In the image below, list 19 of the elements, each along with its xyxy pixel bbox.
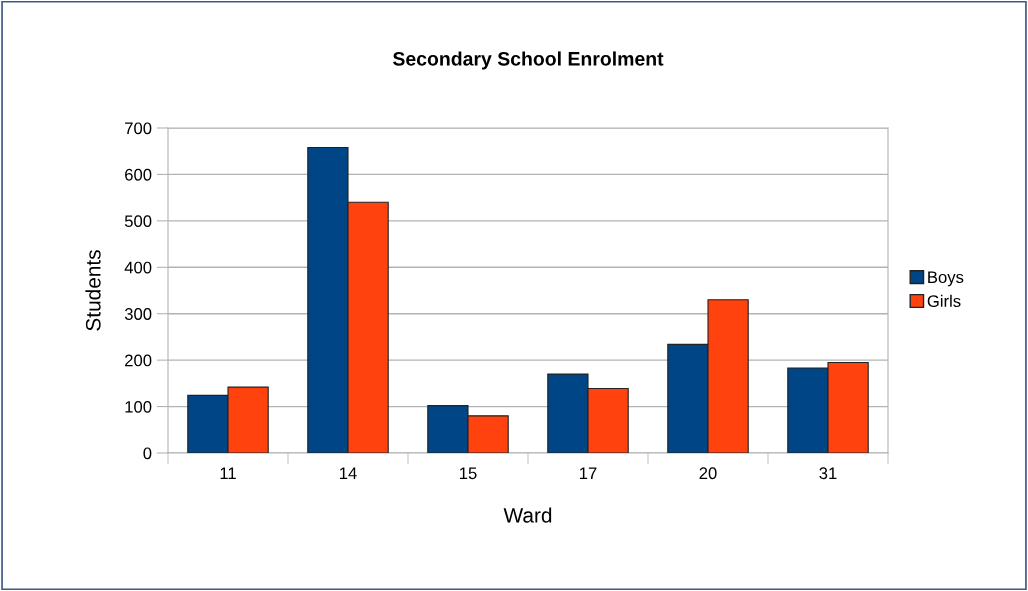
- y-tick-label: 100: [125, 400, 152, 413]
- y-axis-title: Students: [85, 250, 101, 331]
- x-axis-title: Ward: [503, 507, 552, 523]
- legend-label: Girls: [927, 294, 961, 307]
- chart-title: Secondary School Enrolment: [392, 51, 664, 70]
- x-tick-label: 14: [340, 467, 357, 479]
- legend-label: Boys: [928, 271, 964, 287]
- y-tick-label: 400: [124, 261, 152, 274]
- y-tick-label: 600: [125, 168, 152, 181]
- x-tick-label: 31: [819, 467, 837, 480]
- y-tick-label: 200: [125, 354, 152, 367]
- y-tick-label: 500: [124, 215, 152, 228]
- y-tick-label: 300: [124, 308, 152, 320]
- x-tick-label: 11: [220, 467, 236, 479]
- x-tick-label: 20: [699, 467, 717, 480]
- x-tick-label: 15: [460, 467, 477, 480]
- y-tick-label: 700: [125, 122, 152, 135]
- x-tick-label: 17: [580, 467, 597, 479]
- y-tick-label: 0: [143, 447, 152, 460]
